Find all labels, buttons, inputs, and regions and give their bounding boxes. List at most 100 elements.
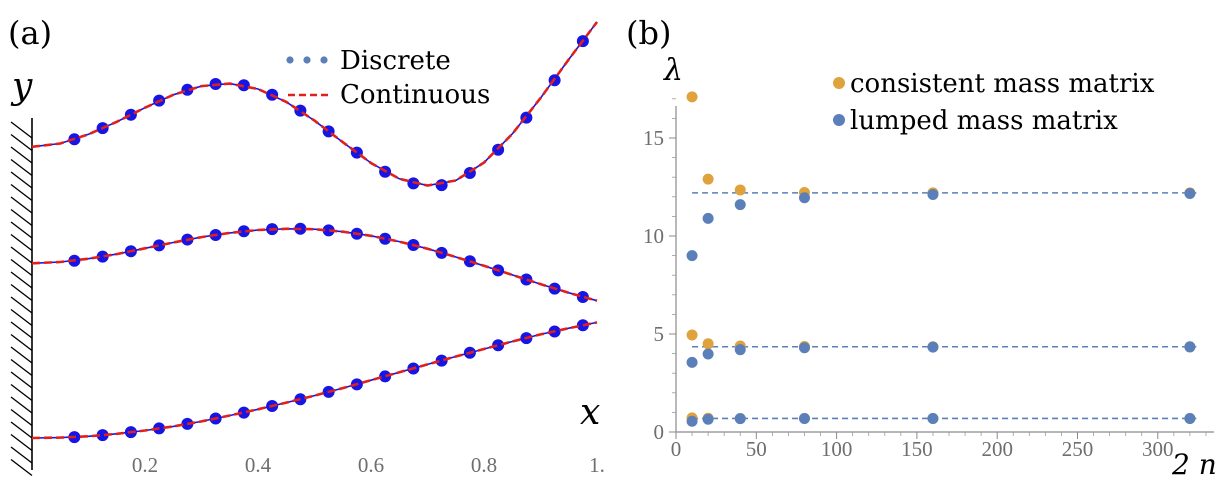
discrete-point (576, 290, 589, 303)
legend-marker-consistent (833, 77, 845, 89)
discrete-point (96, 250, 109, 263)
legend-label-lumped: lumped mass matrix (850, 106, 1118, 136)
discrete-point (237, 406, 250, 419)
hatch-line (10, 358, 33, 377)
hatch-line (10, 408, 33, 427)
legend-label-continuous: Continuous (340, 80, 490, 110)
x-tick-label: 300 (1142, 437, 1174, 461)
x-tick-label: 0 (671, 437, 682, 461)
panel-a-x-label: x (580, 392, 600, 433)
discrete-point (379, 232, 392, 245)
lumped-point (1184, 187, 1196, 199)
continuous-curve-mode-1 (31, 321, 598, 440)
lumped-point (798, 192, 810, 204)
consistent-point (686, 91, 698, 103)
legend-marker-lumped (833, 114, 845, 126)
hatch-line (10, 383, 33, 402)
discrete-point (322, 224, 335, 237)
legend-dot-discrete-2 (303, 56, 311, 64)
panel-b: (b) λ 2 n 0 50 100 150 200 250 300 0 5 10 15 consi… (626, 14, 1217, 481)
hatch-line (10, 158, 33, 177)
lumped-point (686, 250, 698, 262)
hatch-line (10, 458, 33, 477)
panel-b-y-label: λ (663, 53, 683, 88)
hatch-line (10, 433, 33, 452)
hatch-line (10, 421, 33, 439)
hatch-line (10, 121, 33, 139)
legend-dot-discrete-3 (320, 56, 328, 64)
x-tick-label: 1. (589, 453, 605, 477)
discrete-point (520, 273, 533, 286)
hatch-line (10, 396, 33, 414)
panel-b-reference-lines (692, 192, 1197, 420)
hatch-line (10, 171, 33, 189)
panel-b-points (686, 91, 1196, 427)
hatch-line (10, 208, 33, 227)
discrete-point (96, 429, 109, 442)
consistent-point (734, 184, 746, 196)
lumped-point (734, 199, 746, 211)
discrete-point (237, 225, 250, 238)
wall-hatching (10, 121, 33, 477)
lumped-point (927, 188, 939, 200)
y-tick-label: 0 (654, 420, 665, 444)
lumped-point (798, 412, 810, 424)
continuous-curve-mode-2 (31, 227, 598, 302)
panel-b-x-label: 2 n (1171, 448, 1217, 481)
hatch-line (10, 346, 33, 364)
panel-b-tag: (b) (626, 14, 671, 52)
y-tick-label: 5 (654, 322, 665, 346)
lumped-point (702, 413, 714, 425)
x-tick-label: 200 (981, 437, 1013, 461)
discrete-point (435, 354, 448, 367)
hatch-line (10, 221, 33, 239)
discrete-point (153, 239, 166, 252)
discrete-line-mode-3 (31, 21, 598, 187)
hatch-line (10, 196, 33, 214)
discrete-line-mode-2 (31, 227, 598, 302)
lumped-point (686, 356, 698, 368)
lumped-point (927, 341, 939, 353)
hatch-line (10, 233, 33, 252)
continuous-curve-mode-3 (31, 21, 599, 187)
x-tick-label: 50 (746, 437, 767, 461)
x-tick-label: 0.2 (132, 453, 158, 477)
hatch-line (10, 333, 33, 352)
legend-label-discrete: Discrete (340, 46, 451, 76)
lumped-point (1184, 341, 1196, 353)
x-tick-label: 0.8 (471, 453, 497, 477)
consistent-point (702, 173, 714, 185)
hatch-line (10, 283, 33, 302)
legend-dot-discrete-1 (286, 56, 294, 64)
lumped-point (1184, 412, 1196, 424)
discrete-point (492, 339, 505, 352)
x-tick-label: 100 (821, 437, 853, 461)
panel-b-legend: consistent mass matrix lumped mass matri… (833, 69, 1155, 136)
discrete-point (576, 319, 589, 332)
hatch-line (10, 308, 33, 327)
y-tick-label: 10 (643, 224, 664, 248)
lumped-point (734, 413, 746, 425)
lumped-point (927, 412, 939, 424)
hatch-line (10, 133, 33, 152)
y-tick-label: 15 (643, 126, 664, 150)
legend-label-consistent: consistent mass matrix (850, 69, 1155, 99)
panel-a-y-label: y (10, 66, 33, 107)
hatch-line (10, 296, 33, 314)
panel-a: (a) y x 0.2 0.4 0.6 0.8 1. Discrete Continuo… (8, 14, 605, 477)
lumped-point (702, 212, 714, 224)
hatch-line (10, 146, 33, 164)
panel-a-x-ticks: 0.2 0.4 0.6 0.8 1. (132, 453, 605, 477)
discrete-point (181, 83, 194, 96)
hatch-line (10, 371, 33, 389)
hatch-line (10, 321, 33, 339)
hatch-line (10, 183, 33, 202)
consistent-point (686, 329, 698, 341)
lumped-point (734, 344, 746, 356)
discrete-point (124, 108, 137, 121)
panel-a-curves (31, 21, 599, 444)
hatch-line (10, 246, 33, 264)
panel-b-axes: 0 50 100 150 200 250 300 0 5 10 15 (643, 98, 1214, 461)
discrete-point (435, 179, 448, 192)
